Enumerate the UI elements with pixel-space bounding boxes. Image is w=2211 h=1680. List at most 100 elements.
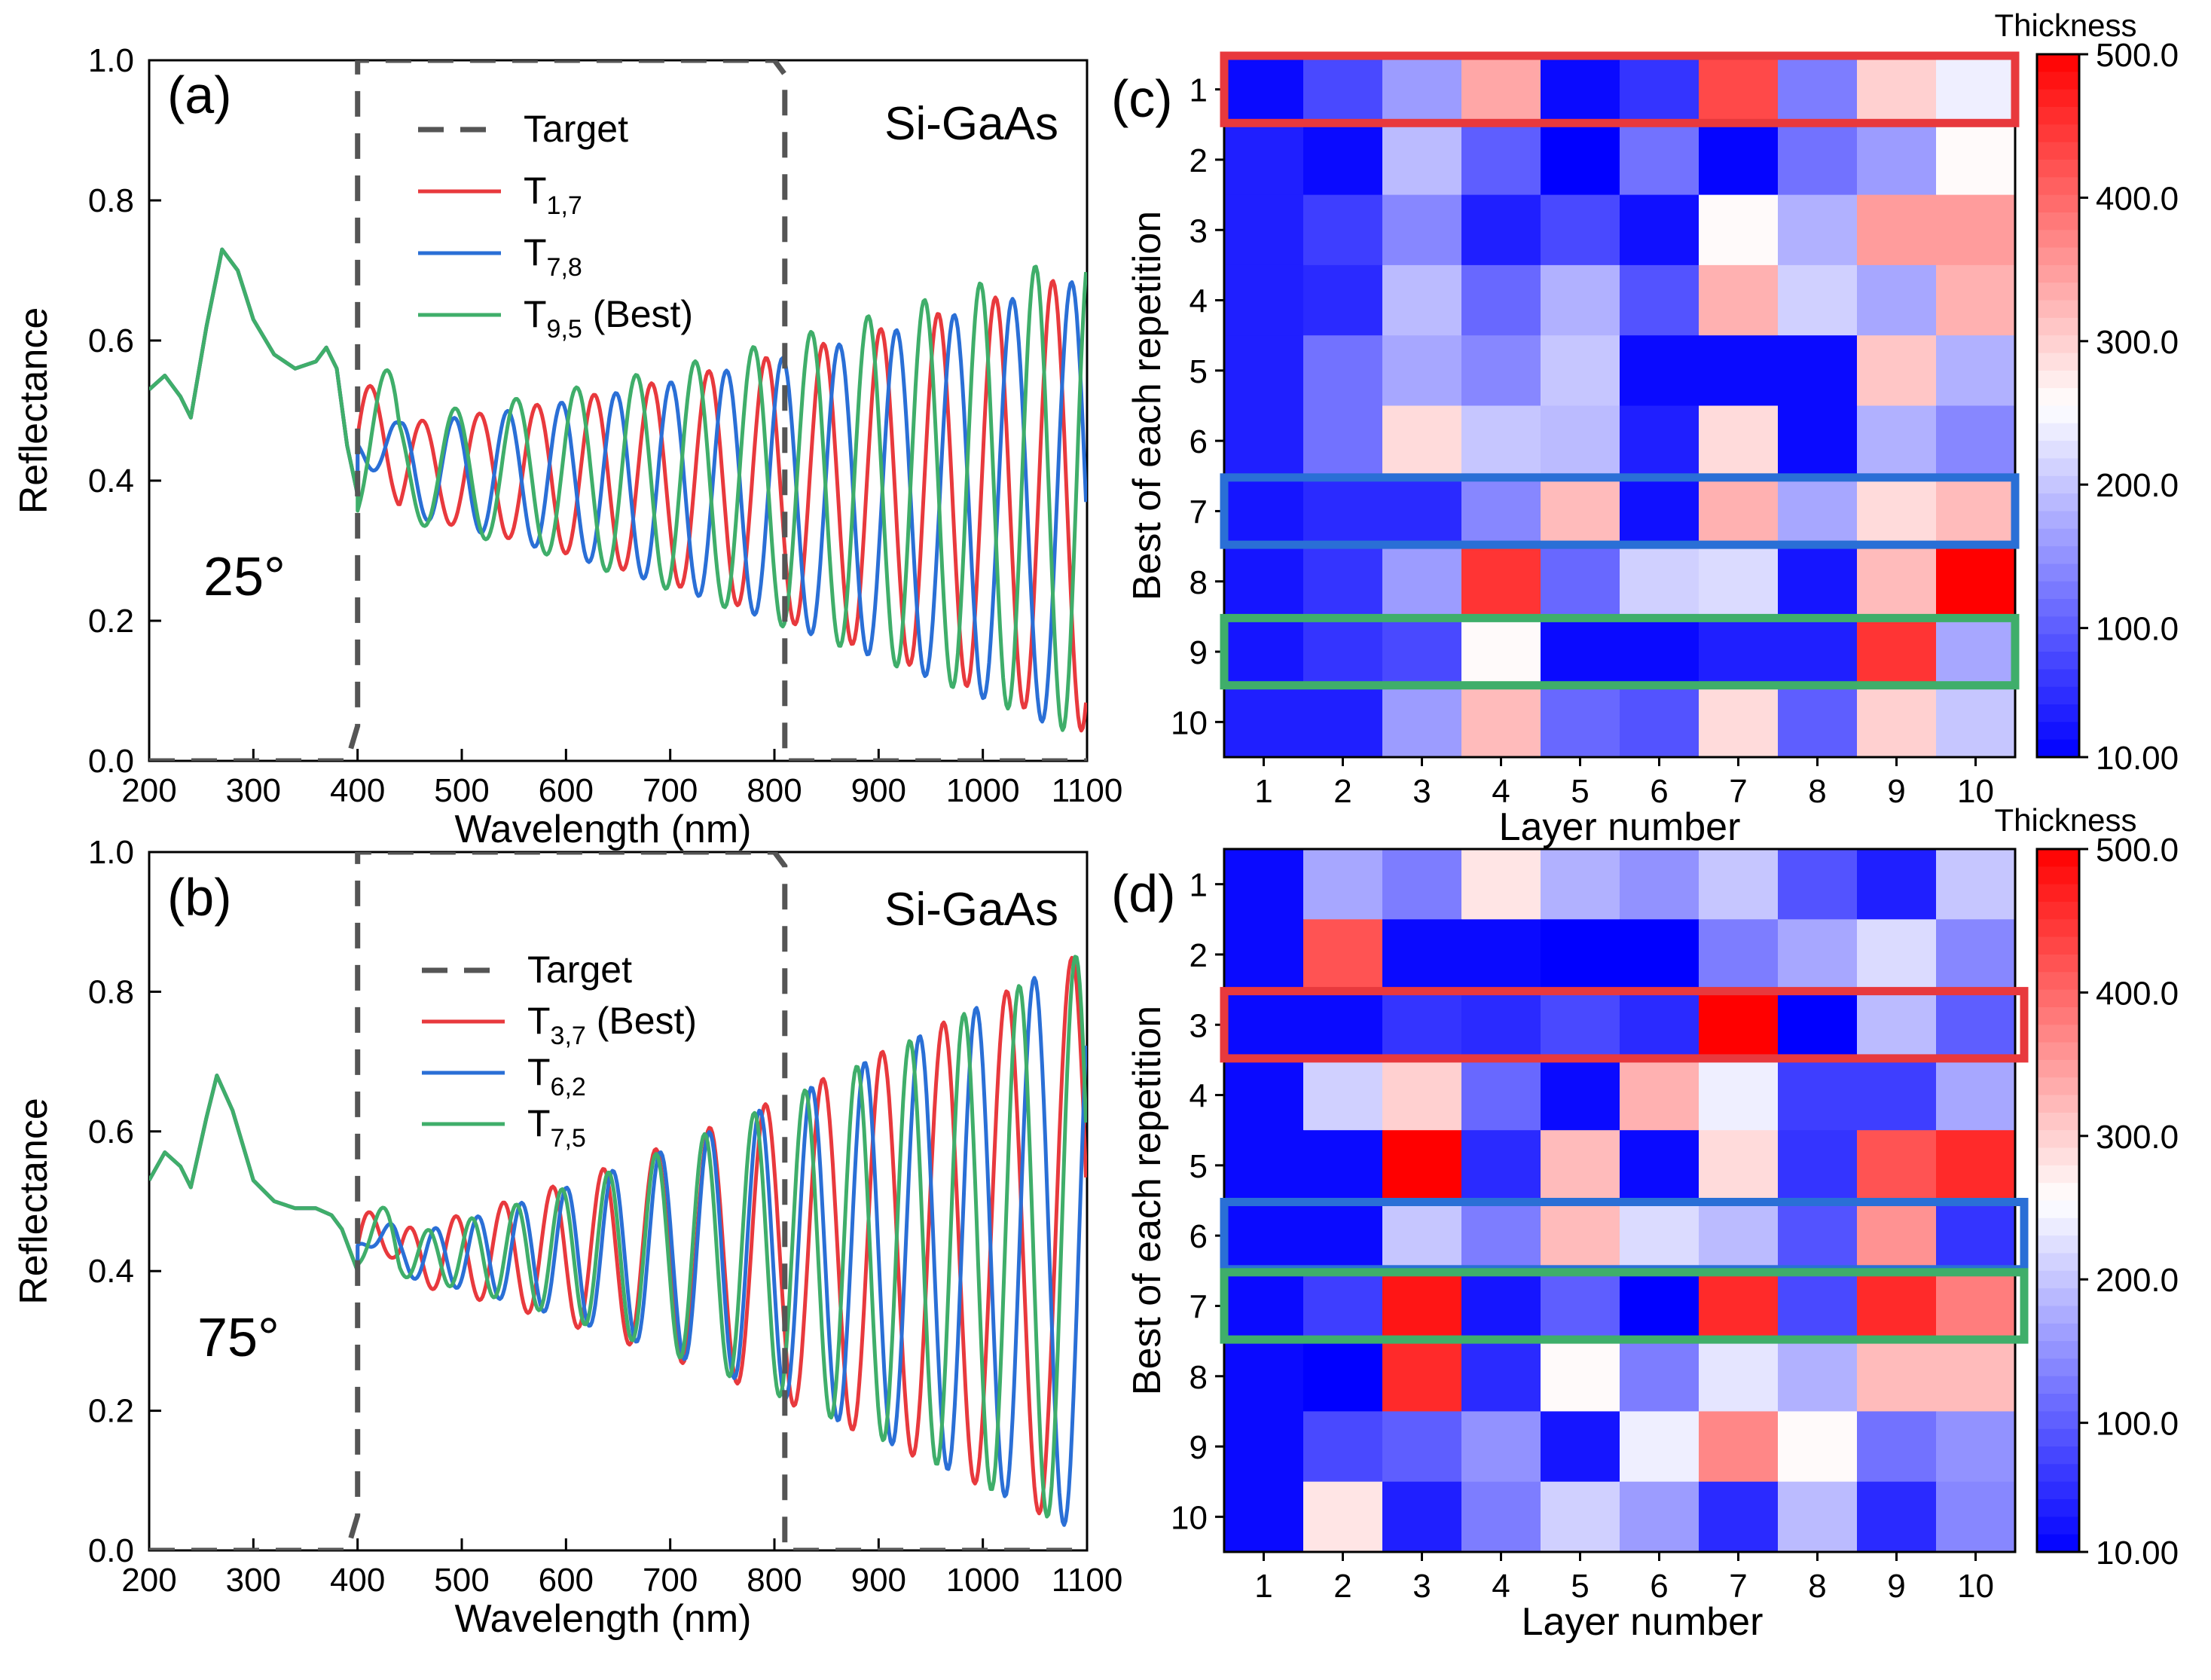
colorbar-step	[2037, 722, 2079, 741]
legend-subscript: 3,7	[551, 1022, 586, 1050]
series-line-T9,5	[149, 247, 1087, 732]
y-axis-label: Best of each repetition	[1125, 1006, 1169, 1395]
colorbar-step	[2037, 388, 2079, 407]
legend-name: T	[527, 1000, 551, 1042]
heatmap-cell-r10-c10	[1936, 1481, 2016, 1553]
colorbar-title: Thickness	[1994, 8, 2136, 43]
colorbar-step	[2037, 972, 2079, 991]
heatmap-cell-r6-c6	[1620, 405, 1699, 477]
colorbar-step	[2037, 124, 2079, 143]
heatmap-cell-r6-c1	[1224, 405, 1304, 477]
highlight-box-row-9	[1220, 613, 2020, 690]
x-axis-label: Wavelength (nm)	[455, 808, 752, 851]
colorbar-step	[2037, 230, 2079, 249]
panel-c: 1 2 3 4 5 6 7 8 9 10 1 2 3 4 5 6 7 8 9 10 Layer number Best o…	[1111, 8, 2179, 849]
colorbar-step	[2037, 194, 2079, 213]
heatmap-cell-r7-c5	[1541, 1270, 1620, 1342]
x-tick-label: 400	[330, 772, 385, 809]
x-tick-label: 10	[1957, 773, 1994, 810]
heatmap-cell-r3-c3	[1382, 194, 1462, 266]
heatmap-cell-r2-c10	[1936, 919, 2016, 991]
heatmap-cell-r7-c1	[1224, 475, 1304, 547]
colorbar-title: Thickness	[1994, 802, 2136, 838]
heatmap-cell-r7-c3	[1382, 1270, 1462, 1342]
x-tick-label: 800	[747, 772, 802, 809]
heatmap-cell-r9-c4	[1461, 616, 1541, 688]
y-tick-label: 9	[1189, 1429, 1208, 1466]
y-tick-label: 6	[1189, 423, 1208, 460]
colorbar-step	[2037, 1534, 2079, 1553]
heatmap-cell-r5-c9	[1857, 335, 1937, 407]
highlight-box-row-7	[1220, 473, 2020, 549]
heatmap-cell-r1-c5	[1541, 54, 1620, 125]
heatmap-cell-r1-c1	[1224, 54, 1304, 125]
colorbar-step	[2037, 247, 2079, 266]
legend-name: T	[527, 1051, 551, 1093]
heatmap-cell-r2-c7	[1699, 919, 1779, 991]
heatmap-cell-r8-c4	[1461, 546, 1541, 617]
legend-subscript: 7,8	[547, 253, 582, 282]
colorbar-step	[2037, 919, 2079, 938]
colorbar-step	[2037, 54, 2079, 73]
heatmap-cell-r8-c2	[1303, 546, 1383, 617]
x-tick-label: 800	[747, 1562, 802, 1599]
heatmap-cell-r1-c7	[1699, 849, 1779, 920]
y-tick-label: 0.4	[88, 1253, 134, 1290]
heatmap-cell-r4-c10	[1936, 264, 2016, 336]
heatmap-cell-r9-c6	[1620, 616, 1699, 688]
y-tick-label: 0.0	[88, 1532, 134, 1569]
colorbar-step	[2037, 1147, 2079, 1166]
heatmap-cell-r3-c5	[1541, 989, 1620, 1061]
heatmap-cell-r2-c6	[1620, 124, 1699, 196]
heatmap-cell-r2-c6	[1620, 919, 1699, 991]
colorbar-step	[2037, 511, 2079, 530]
heatmap-cell-r3-c7	[1699, 989, 1779, 1061]
y-tick-label: 8	[1189, 564, 1208, 601]
heatmap-cell-r6-c8	[1778, 1200, 1858, 1272]
heatmap-cell-r1-c1	[1224, 849, 1304, 920]
colorbar-step	[2037, 1165, 2079, 1184]
x-axis-label: Layer number	[1522, 1600, 1764, 1644]
target-line	[149, 852, 1087, 1550]
heatmap-cell-r5-c4	[1461, 335, 1541, 407]
legend-entry: T6,2	[527, 1051, 586, 1101]
colorbar-step	[2037, 564, 2079, 582]
heatmap-cell-r4-c7	[1699, 264, 1779, 336]
colorbar-step	[2037, 212, 2079, 231]
legend-entry: Target	[524, 108, 628, 150]
heatmap-cell-r10-c4	[1461, 686, 1541, 758]
legend-name: T	[524, 231, 547, 273]
legend-name: T	[524, 293, 547, 335]
heatmap-cell-r8-c6	[1620, 1341, 1699, 1412]
colorbar-step	[2037, 405, 2079, 424]
heatmap-cell-r8-c3	[1382, 1341, 1462, 1412]
heatmap-cell-r7-c3	[1382, 475, 1462, 547]
heatmap-cell-r5-c1	[1224, 1130, 1304, 1202]
colorbar-step	[2037, 72, 2079, 90]
heatmap-cell-r10-c8	[1778, 686, 1858, 758]
heatmap-cell-r4-c4	[1461, 1059, 1541, 1131]
heatmap-cell-r3-c3	[1382, 989, 1462, 1061]
colorbar-step	[2037, 1059, 2079, 1079]
colorbar-tick-label: 200.0	[2096, 467, 2179, 504]
highlight-box-row-1	[1220, 51, 2020, 127]
legend-suffix: (Best)	[586, 1000, 697, 1042]
panel-label: (d)	[1111, 864, 1176, 923]
heatmap-cell-r8-c9	[1857, 1341, 1937, 1412]
heatmap-cell-r4-c8	[1778, 264, 1858, 336]
heatmap-cell-r3-c6	[1620, 989, 1699, 1061]
colorbar-tick-label: 100.0	[2096, 1406, 2179, 1443]
heatmap-cell-r7-c9	[1857, 1270, 1937, 1342]
colorbar-step	[2037, 616, 2079, 635]
colorbar-step	[2037, 106, 2079, 126]
colorbar-step	[2037, 1006, 2079, 1026]
heatmap-cell-r6-c4	[1461, 405, 1541, 477]
heatmap-cell-r5-c2	[1303, 1130, 1383, 1202]
highlight-box-row-3	[1220, 987, 2029, 1063]
heatmap-cell-r7-c2	[1303, 1270, 1383, 1342]
x-tick-label: 1	[1254, 773, 1272, 810]
heatmap-cell-r6-c9	[1857, 1200, 1937, 1272]
heatmap-cell-r5-c2	[1303, 335, 1383, 407]
x-axis-label: Wavelength (nm)	[455, 1597, 752, 1641]
heatmap-cell-r5-c1	[1224, 335, 1304, 407]
